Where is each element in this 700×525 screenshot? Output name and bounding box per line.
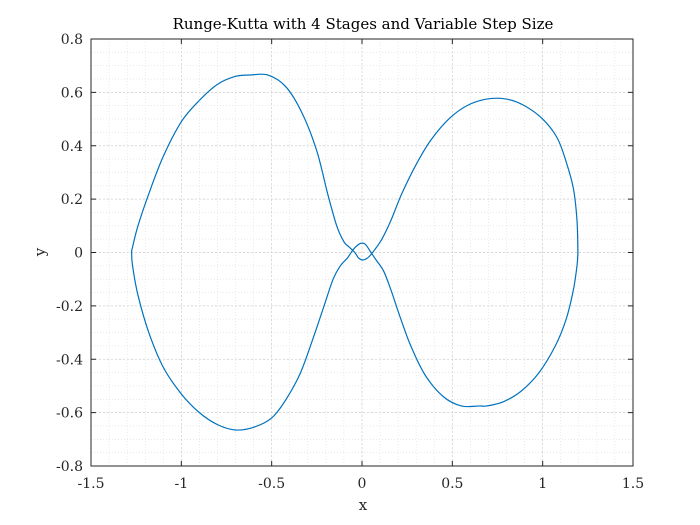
x-tick-label: 1 bbox=[538, 476, 547, 492]
y-tick-label: -0.8 bbox=[56, 459, 83, 475]
chart-title: Runge-Kutta with 4 Stages and Variable S… bbox=[173, 15, 554, 33]
series-line bbox=[131, 73, 579, 431]
y-tick-label: 0.6 bbox=[61, 85, 83, 101]
x-tick-label: 1.5 bbox=[622, 476, 644, 492]
y-tick-label: 0.8 bbox=[61, 32, 83, 48]
y-tick-label: 0 bbox=[74, 246, 83, 262]
y-axis-label: y bbox=[31, 247, 49, 257]
tick-marks bbox=[90, 38, 634, 467]
y-tick-label: -0.4 bbox=[56, 352, 83, 368]
y-tick-label: 0.4 bbox=[61, 139, 83, 155]
x-tick-labels: -1.5 -1 -0.5 0 0.5 1 1.5 bbox=[78, 476, 645, 492]
x-tick-label: -1.5 bbox=[78, 476, 105, 492]
x-tick-label: -1 bbox=[175, 476, 189, 492]
x-tick-label: 0.5 bbox=[441, 476, 463, 492]
y-tick-labels: -0.8 -0.6 -0.4 -0.2 0 0.2 0.4 0.6 0.8 bbox=[56, 32, 83, 475]
y-tick-label: 0.2 bbox=[61, 192, 83, 208]
y-tick-label: -0.2 bbox=[56, 299, 83, 315]
x-tick-label: 0 bbox=[358, 476, 367, 492]
y-tick-label: -0.6 bbox=[56, 406, 83, 422]
x-tick-label: -0.5 bbox=[258, 476, 285, 492]
x-axis-label: x bbox=[359, 496, 368, 514]
